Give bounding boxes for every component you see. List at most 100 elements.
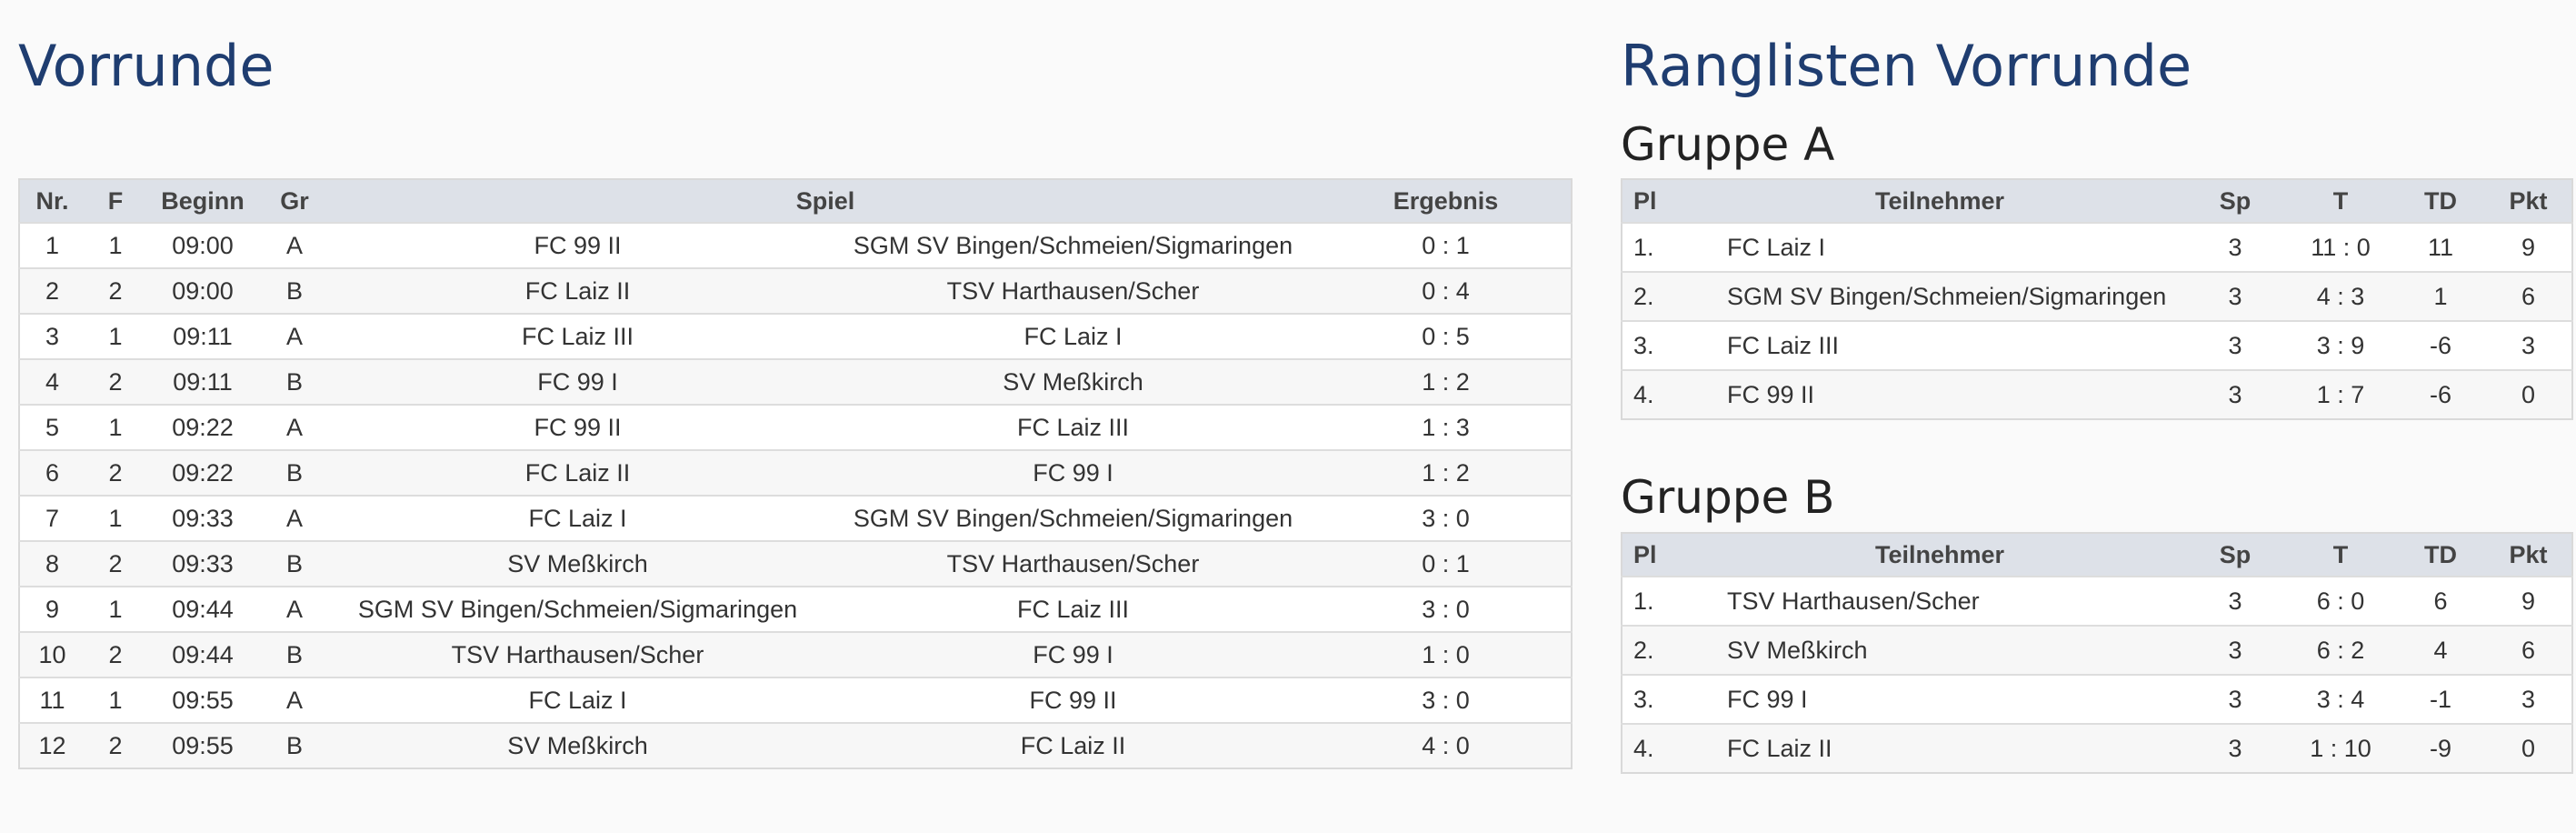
match-home-team: FC Laiz II <box>330 449 825 496</box>
match-field: 2 <box>85 722 146 768</box>
match-group: A <box>259 404 330 450</box>
match-time: 09:00 <box>146 222 259 268</box>
rank-goals: 3 : 4 <box>2285 674 2396 724</box>
rank-games: 3 <box>2185 369 2285 419</box>
match-result: 4 : 0 <box>1321 722 1572 768</box>
match-home-team: FC Laiz III <box>330 313 825 359</box>
rank-team: FC 99 II <box>1694 369 2185 419</box>
rank-games: 3 <box>2185 576 2285 626</box>
match-row: 4 2 09:11 B FC 99 I SV Meßkirch 1 : 2 <box>19 358 1572 405</box>
match-field: 2 <box>85 540 146 587</box>
rank-place: 4. <box>1622 723 1694 773</box>
match-nr: 12 <box>19 722 85 768</box>
rank-goal-diff: 4 <box>2396 625 2485 675</box>
match-home-team: FC 99 II <box>330 404 825 450</box>
gruppe-a-table: Pl Teilnehmer Sp T TD Pkt 1. FC Laiz I 3 11… <box>1621 178 2573 420</box>
rank-place: 4. <box>1622 369 1694 419</box>
match-row: 7 1 09:33 A FC Laiz I SGM SV Bingen/Schmeien/… <box>19 495 1572 541</box>
match-nr: 10 <box>19 631 85 677</box>
rank-points: 0 <box>2485 723 2572 773</box>
col-header-t: T <box>2285 179 2396 223</box>
match-nr: 9 <box>19 586 85 632</box>
match-group: B <box>259 631 330 677</box>
match-row: 8 2 09:33 B SV Meßkirch TSV Harthausen/Scher 0… <box>19 540 1572 587</box>
ranking-row: 4. FC 99 II 3 1 : 7 -6 0 <box>1622 369 2572 419</box>
rank-points: 3 <box>2485 320 2572 370</box>
match-time: 09:33 <box>146 495 259 541</box>
rank-games: 3 <box>2185 320 2285 370</box>
rank-games: 3 <box>2185 222 2285 272</box>
ranglisten-title: Ranglisten Vorrunde <box>1621 33 2192 99</box>
match-nr: 1 <box>19 222 85 268</box>
match-field: 2 <box>85 267 146 314</box>
col-header-teilnehmer: Teilnehmer <box>1694 179 2185 223</box>
rank-games: 3 <box>2185 674 2285 724</box>
match-home-team: FC 99 I <box>330 358 825 405</box>
match-group: B <box>259 267 330 314</box>
match-time: 09:11 <box>146 358 259 405</box>
match-group: B <box>259 358 330 405</box>
gruppe-a-header-row: Pl Teilnehmer Sp T TD Pkt <box>1622 179 2572 223</box>
match-nr: 2 <box>19 267 85 314</box>
match-field: 2 <box>85 449 146 496</box>
match-nr: 6 <box>19 449 85 496</box>
match-row: 11 1 09:55 A FC Laiz I FC 99 II 3 : 0 <box>19 677 1572 723</box>
rank-team: FC 99 I <box>1694 674 2185 724</box>
col-header-td: TD <box>2396 179 2485 223</box>
match-away-team: FC 99 II <box>825 677 1321 723</box>
rank-goal-diff: 11 <box>2396 222 2485 272</box>
match-nr: 5 <box>19 404 85 450</box>
vorrunde-header-row: Nr. F Beginn Gr Spiel Ergebnis <box>19 179 1572 223</box>
match-nr: 7 <box>19 495 85 541</box>
rank-points: 6 <box>2485 271 2572 321</box>
ranking-row: 1. FC Laiz I 3 11 : 0 11 9 <box>1622 222 2572 272</box>
match-field: 1 <box>85 677 146 723</box>
rank-team: SV Meßkirch <box>1694 625 2185 675</box>
match-result: 1 : 2 <box>1321 358 1572 405</box>
match-result: 1 : 3 <box>1321 404 1572 450</box>
match-result: 0 : 1 <box>1321 540 1572 587</box>
rank-goal-diff: 1 <box>2396 271 2485 321</box>
match-field: 1 <box>85 313 146 359</box>
rank-goal-diff: -6 <box>2396 369 2485 419</box>
match-nr: 3 <box>19 313 85 359</box>
rank-place: 1. <box>1622 222 1694 272</box>
match-away-team: SGM SV Bingen/Schmeien/Sigmaringen <box>825 495 1321 541</box>
match-time: 09:22 <box>146 404 259 450</box>
col-header-beginn: Beginn <box>146 179 259 223</box>
match-away-team: FC 99 I <box>825 449 1321 496</box>
rank-place: 3. <box>1622 674 1694 724</box>
match-row: 12 2 09:55 B SV Meßkirch FC Laiz II 4 : 0 <box>19 722 1572 768</box>
match-group: B <box>259 540 330 587</box>
match-home-team: FC Laiz II <box>330 267 825 314</box>
col-header-gr: Gr <box>259 179 330 223</box>
rank-place: 2. <box>1622 625 1694 675</box>
rank-place: 2. <box>1622 271 1694 321</box>
match-row: 2 2 09:00 B FC Laiz II TSV Harthausen/Scher 0 … <box>19 267 1572 314</box>
match-group: B <box>259 722 330 768</box>
col-header-td: TD <box>2396 533 2485 577</box>
rank-place: 3. <box>1622 320 1694 370</box>
match-time: 09:11 <box>146 313 259 359</box>
rank-team: FC Laiz I <box>1694 222 2185 272</box>
rank-goals: 6 : 0 <box>2285 576 2396 626</box>
rank-points: 9 <box>2485 222 2572 272</box>
col-header-f: F <box>85 179 146 223</box>
match-field: 1 <box>85 586 146 632</box>
match-away-team: TSV Harthausen/Scher <box>825 540 1321 587</box>
match-away-team: SGM SV Bingen/Schmeien/Sigmaringen <box>825 222 1321 268</box>
ranking-row: 2. SGM SV Bingen/Schmeien/Sigmaringen 3 4 :… <box>1622 271 2572 321</box>
gruppe-b-title: Gruppe B <box>1621 471 1835 524</box>
match-result: 0 : 4 <box>1321 267 1572 314</box>
rank-team: SGM SV Bingen/Schmeien/Sigmaringen <box>1694 271 2185 321</box>
col-header-sp: Sp <box>2185 179 2285 223</box>
rank-goals: 11 : 0 <box>2285 222 2396 272</box>
match-home-team: FC 99 II <box>330 222 825 268</box>
match-row: 1 1 09:00 A FC 99 II SGM SV Bingen/Schmeien/S… <box>19 222 1572 268</box>
gruppe-a-title: Gruppe A <box>1621 118 1835 171</box>
match-nr: 8 <box>19 540 85 587</box>
match-field: 2 <box>85 358 146 405</box>
match-time: 09:44 <box>146 586 259 632</box>
